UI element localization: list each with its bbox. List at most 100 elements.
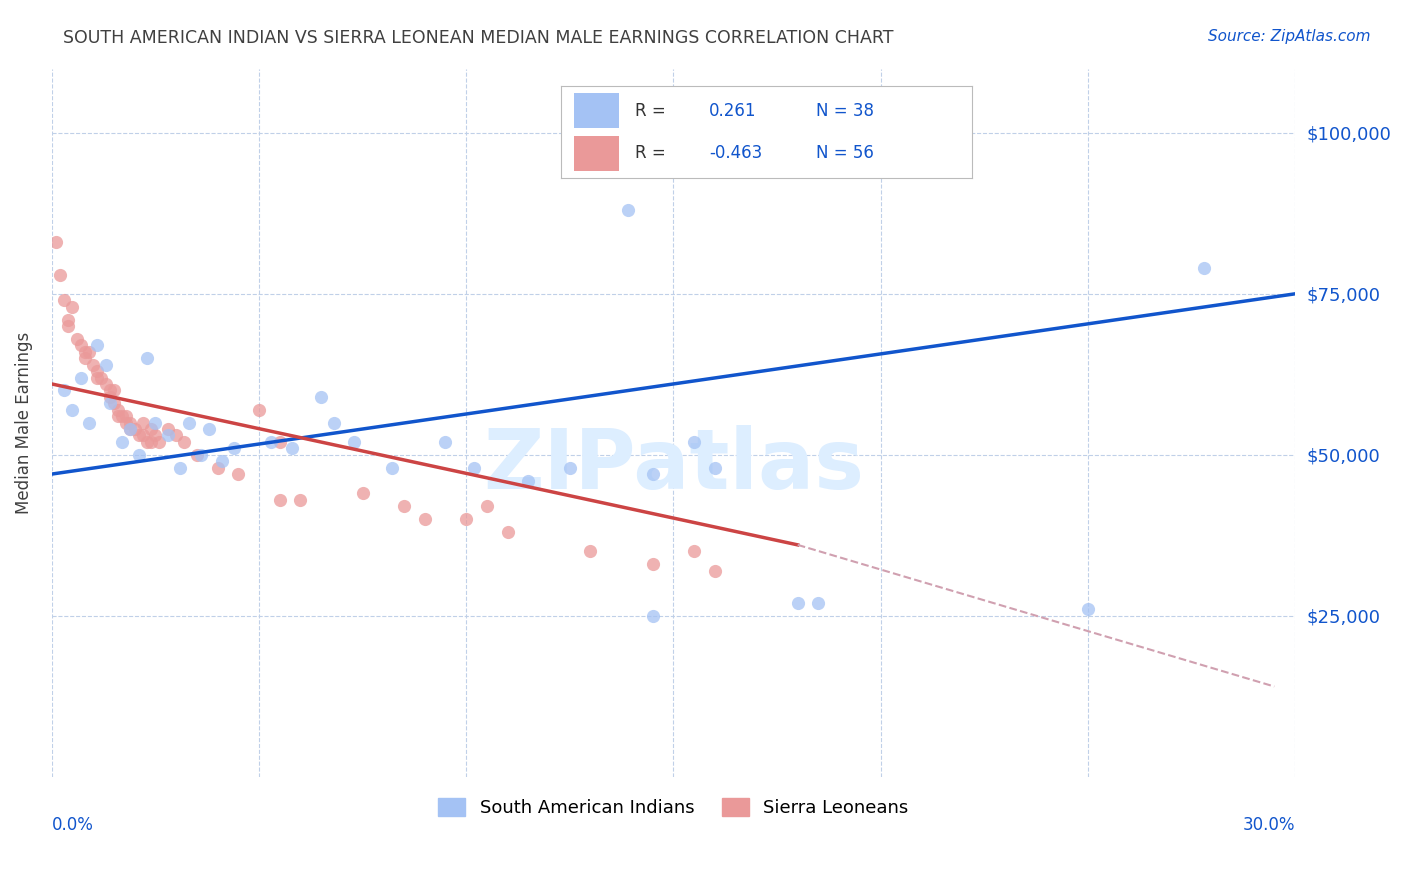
Point [247, 402, 270, 417]
Point [558, 460, 581, 475]
Y-axis label: Median Male Earnings: Median Male Earnings [15, 332, 32, 514]
Point [107, 402, 129, 417]
Point [269, 492, 291, 507]
Point [94, 376, 117, 391]
Point [136, 351, 159, 366]
Point [683, 544, 706, 558]
Point [156, 422, 179, 436]
Point [53, 293, 76, 308]
Point [45, 235, 67, 250]
Point [124, 422, 146, 436]
Point [141, 434, 163, 449]
Point [136, 434, 159, 449]
Point [115, 416, 138, 430]
Point [148, 434, 170, 449]
Point [1192, 261, 1215, 276]
Point [309, 390, 332, 404]
Point [86, 370, 108, 384]
Point [413, 512, 436, 526]
Point [120, 416, 142, 430]
Point [98, 384, 121, 398]
Point [190, 448, 212, 462]
Point [641, 608, 664, 623]
Point [69, 370, 91, 384]
Point [132, 416, 155, 430]
Point [260, 434, 283, 449]
Point [120, 422, 142, 436]
Point [120, 422, 142, 436]
Point [132, 428, 155, 442]
Point [115, 409, 138, 424]
Point [641, 558, 664, 572]
Point [128, 448, 150, 462]
Point [65, 332, 87, 346]
Point [463, 460, 485, 475]
Point [90, 370, 112, 384]
Point [207, 460, 229, 475]
Point [198, 422, 221, 436]
Point [62, 300, 84, 314]
Point [322, 416, 344, 430]
Point [165, 428, 187, 442]
Point [352, 486, 374, 500]
Point [73, 351, 96, 366]
Point [496, 524, 519, 539]
Point [186, 448, 208, 462]
Point [111, 409, 134, 424]
Point [69, 338, 91, 352]
Point [703, 460, 725, 475]
Legend: South American Indians, Sierra Leoneans: South American Indians, Sierra Leoneans [432, 790, 915, 824]
Point [703, 564, 725, 578]
Point [143, 428, 166, 442]
Point [269, 434, 291, 449]
Point [128, 428, 150, 442]
Point [53, 384, 76, 398]
Point [456, 512, 478, 526]
Point [281, 442, 304, 456]
Point [107, 409, 129, 424]
Point [141, 422, 163, 436]
Point [683, 434, 706, 449]
Point [86, 364, 108, 378]
Point [177, 416, 200, 430]
Point [226, 467, 249, 481]
Text: 30.0%: 30.0% [1243, 815, 1295, 833]
Point [94, 358, 117, 372]
Point [103, 396, 125, 410]
Point [82, 358, 104, 372]
Text: ZIPatlas: ZIPatlas [482, 425, 863, 506]
Point [786, 596, 808, 610]
Point [73, 344, 96, 359]
Point [156, 428, 179, 442]
Point [381, 460, 404, 475]
Point [169, 460, 191, 475]
Point [77, 344, 100, 359]
Point [111, 434, 134, 449]
Point [222, 442, 245, 456]
Point [58, 318, 80, 333]
Point [58, 312, 80, 326]
Point [62, 402, 84, 417]
Point [579, 544, 602, 558]
Point [617, 203, 640, 218]
Point [49, 268, 72, 282]
Point [173, 434, 195, 449]
Point [77, 416, 100, 430]
Point [86, 338, 108, 352]
Point [290, 492, 312, 507]
Point [103, 384, 125, 398]
Text: 0.0%: 0.0% [52, 815, 94, 833]
Point [343, 434, 366, 449]
Text: Source: ZipAtlas.com: Source: ZipAtlas.com [1208, 29, 1371, 44]
Point [641, 467, 664, 481]
Point [434, 434, 457, 449]
Point [517, 474, 540, 488]
Point [98, 396, 121, 410]
Point [1077, 602, 1099, 616]
Point [211, 454, 233, 468]
Point [475, 500, 498, 514]
Point [98, 390, 121, 404]
Point [392, 500, 415, 514]
Text: SOUTH AMERICAN INDIAN VS SIERRA LEONEAN MEDIAN MALE EARNINGS CORRELATION CHART: SOUTH AMERICAN INDIAN VS SIERRA LEONEAN … [63, 29, 894, 46]
Point [143, 416, 166, 430]
